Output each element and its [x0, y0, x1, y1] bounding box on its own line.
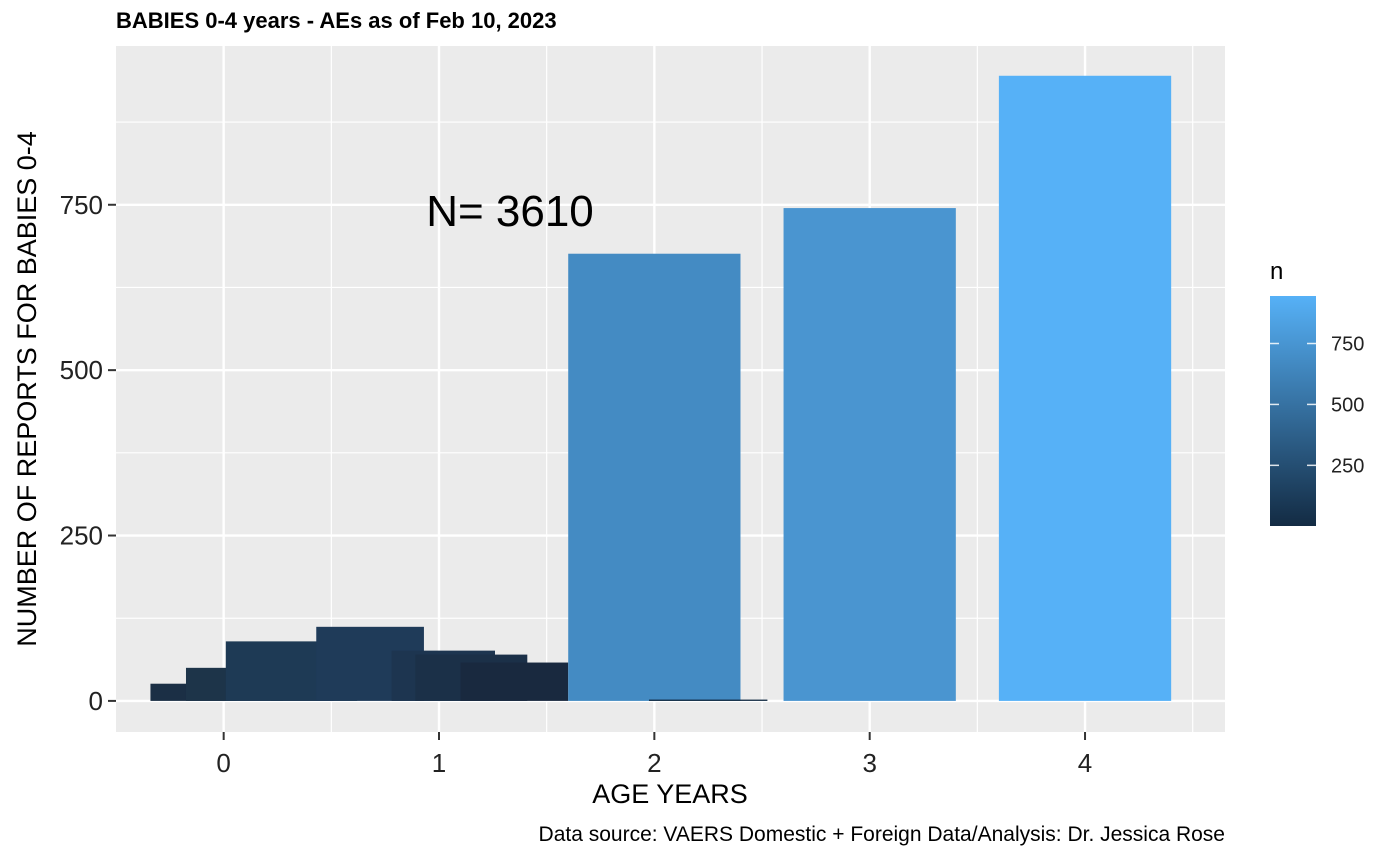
y-tick-label: 0 — [89, 686, 103, 716]
legend-tick-label: 250 — [1331, 455, 1364, 477]
y-axis-ticks: 0 250 500 750 — [60, 190, 116, 716]
y-tick-label: 250 — [60, 521, 103, 551]
data-source-caption: Data source: VAERS Domestic + Foreign Da… — [539, 823, 1225, 846]
legend-tick-label: 500 — [1331, 394, 1364, 416]
bar — [225, 641, 334, 701]
bar — [460, 662, 569, 701]
legend-colorbar — [1270, 296, 1316, 526]
bar — [568, 253, 741, 701]
chart-title: BABIES 0-4 years - AEs as of Feb 10, 202… — [116, 8, 557, 33]
legend-tick-label: 750 — [1331, 334, 1364, 356]
bar — [783, 208, 956, 701]
x-axis-ticks: 0 1 2 3 4 — [216, 732, 1092, 778]
x-tick-label: 2 — [647, 748, 661, 778]
bar — [998, 75, 1172, 701]
x-tick-label: 1 — [432, 748, 446, 778]
x-tick-label: 0 — [216, 748, 230, 778]
x-tick-label: 3 — [862, 748, 876, 778]
y-tick-label: 500 — [60, 355, 103, 385]
y-axis-label: NUMBER OF REPORTS FOR BABIES 0-4 — [12, 131, 42, 647]
x-tick-label: 4 — [1078, 748, 1092, 778]
n-annotation: N= 3610 — [426, 187, 594, 236]
y-tick-label: 750 — [60, 190, 103, 220]
bar — [648, 699, 768, 701]
colorbar-legend: n 250 500 750 — [1270, 258, 1364, 526]
x-axis-label: AGE YEARS — [592, 779, 748, 809]
legend-title: n — [1270, 258, 1283, 285]
legend-ticks: 250 500 750 — [1270, 334, 1364, 477]
bars — [150, 75, 1172, 701]
